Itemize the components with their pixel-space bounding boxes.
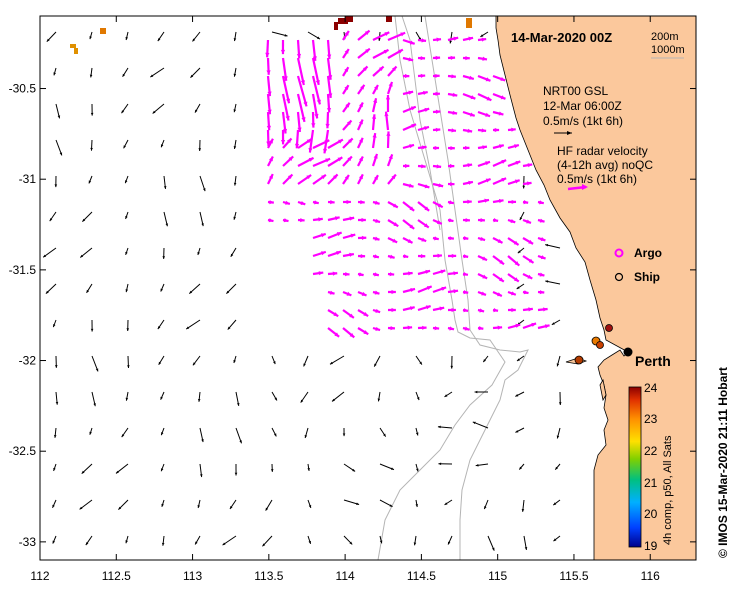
hf-avg: (4-12h avg) noQC: [557, 158, 653, 172]
colorbar-caption: 4h comp, p50, All Sats: [662, 435, 674, 545]
perth-marker: [624, 348, 633, 357]
colorbar-tick-24: 24: [644, 381, 658, 395]
contour-label-1000m: 1000m: [651, 44, 685, 56]
x-tick-label: 114: [336, 569, 355, 583]
ship-label: Ship: [634, 270, 660, 284]
colorbar-tick-19: 19: [644, 539, 658, 553]
hf-title: HF radar velocity: [557, 144, 648, 158]
hf-scale: 0.5m/s (1kt 6h): [557, 172, 637, 186]
contour-label-200m: 200m: [651, 31, 679, 43]
y-tick-label: -31.5: [9, 263, 37, 277]
x-tick-label: 113.5: [254, 569, 283, 583]
colorbar-tick-23: 23: [644, 412, 658, 426]
y-tick-label: -33: [19, 535, 37, 549]
gsl-title: NRT00 GSL: [543, 84, 608, 98]
y-tick-label: -32: [19, 354, 37, 368]
city-label: Perth: [635, 353, 671, 369]
x-tick-label: 112.5: [102, 569, 131, 583]
y-tick-label: -30.5: [9, 82, 37, 96]
y-tick-label: -32.5: [9, 444, 37, 458]
x-tick-label: 114.5: [407, 569, 436, 583]
y-tick-label: -31: [19, 172, 37, 186]
colorbar-tick-21: 21: [644, 476, 658, 490]
x-tick-label: 113: [183, 569, 202, 583]
x-tick-label: 112: [30, 569, 49, 583]
x-tick-label: 115: [488, 569, 507, 583]
credit-text: © IMOS 15-Mar-2020 21:11 Hobart: [716, 367, 730, 558]
sst-colorbar: [629, 387, 641, 547]
date-title: 14-Mar-2020 00Z: [511, 30, 612, 45]
gsl-time: 12-Mar 06:00Z: [543, 99, 622, 113]
x-tick-label: 115.5: [559, 569, 588, 583]
colorbar-tick-22: 22: [644, 444, 658, 458]
gsl-scale: 0.5m/s (1kt 6h): [543, 114, 623, 128]
x-tick-label: 116: [641, 569, 660, 583]
colorbar-tick-20: 20: [644, 507, 658, 521]
argo-label: Argo: [634, 246, 662, 260]
